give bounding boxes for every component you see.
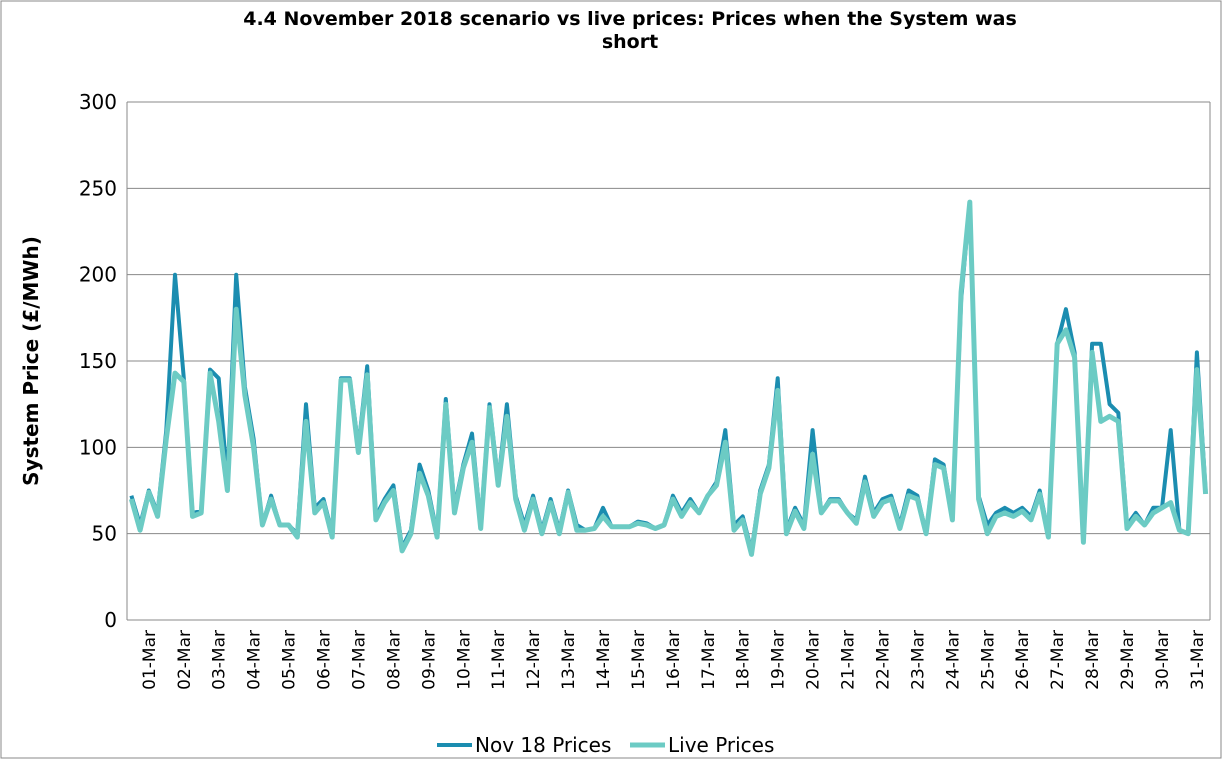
y-tick-label: 150 (79, 349, 117, 373)
y-axis-label: System Price (£/MWh) (19, 236, 43, 486)
x-tick-label: 26-Mar (1013, 630, 1033, 690)
x-tick-label: 21-Mar (839, 630, 859, 690)
x-tick-label: 16-Mar (664, 630, 684, 690)
x-tick-label: 09-Mar (419, 630, 439, 690)
x-tick-label: 27-Mar (1048, 630, 1068, 690)
x-tick-label: 08-Mar (384, 630, 404, 690)
y-tick-label: 100 (79, 435, 117, 459)
x-tick-label: 12-Mar (524, 630, 544, 690)
x-tick-label: 04-Mar (245, 630, 265, 690)
x-tick-label: 28-Mar (1083, 630, 1103, 690)
x-tick-label: 15-Mar (629, 630, 649, 690)
series-line (129, 200, 1208, 553)
x-tick-label: 17-Mar (699, 630, 719, 690)
x-tick-label: 31-Mar (1188, 630, 1208, 690)
x-tick-label: 10-Mar (454, 630, 474, 690)
series-line (128, 199, 1209, 557)
x-tick-label: 13-Mar (559, 630, 579, 690)
x-tick-label: 24-Mar (943, 630, 963, 690)
y-tick-label: 0 (104, 608, 117, 632)
y-tick-label: 250 (79, 176, 117, 200)
x-tick-label: 18-Mar (734, 630, 754, 690)
x-tick-label: 11-Mar (489, 630, 509, 690)
x-tick-label: 01-Mar (140, 630, 160, 690)
legend-label: Live Prices (668, 733, 774, 757)
x-tick-label: 23-Mar (908, 630, 928, 690)
x-tick-label: 03-Mar (210, 630, 230, 690)
x-tick-label: 19-Mar (769, 630, 789, 690)
x-tick-label: 05-Mar (280, 630, 300, 690)
chart-title: 4.4 November 2018 scenario vs live price… (243, 8, 1017, 53)
x-tick-label: 06-Mar (315, 630, 335, 690)
x-tick-label: 14-Mar (594, 630, 614, 690)
y-tick-label: 50 (92, 522, 117, 546)
x-tick-label: 29-Mar (1118, 630, 1138, 690)
y-tick-label: 200 (79, 263, 117, 287)
x-tick-label: 20-Mar (804, 630, 824, 690)
x-tick-label: 07-Mar (349, 630, 369, 690)
x-tick-label: 25-Mar (978, 630, 998, 690)
x-tick-label: 02-Mar (175, 630, 195, 690)
x-tick-label: 22-Mar (873, 630, 893, 690)
x-tick-label: 30-Mar (1153, 630, 1173, 690)
legend-label: Nov 18 Prices (475, 733, 611, 757)
y-tick-label: 300 (79, 90, 117, 114)
